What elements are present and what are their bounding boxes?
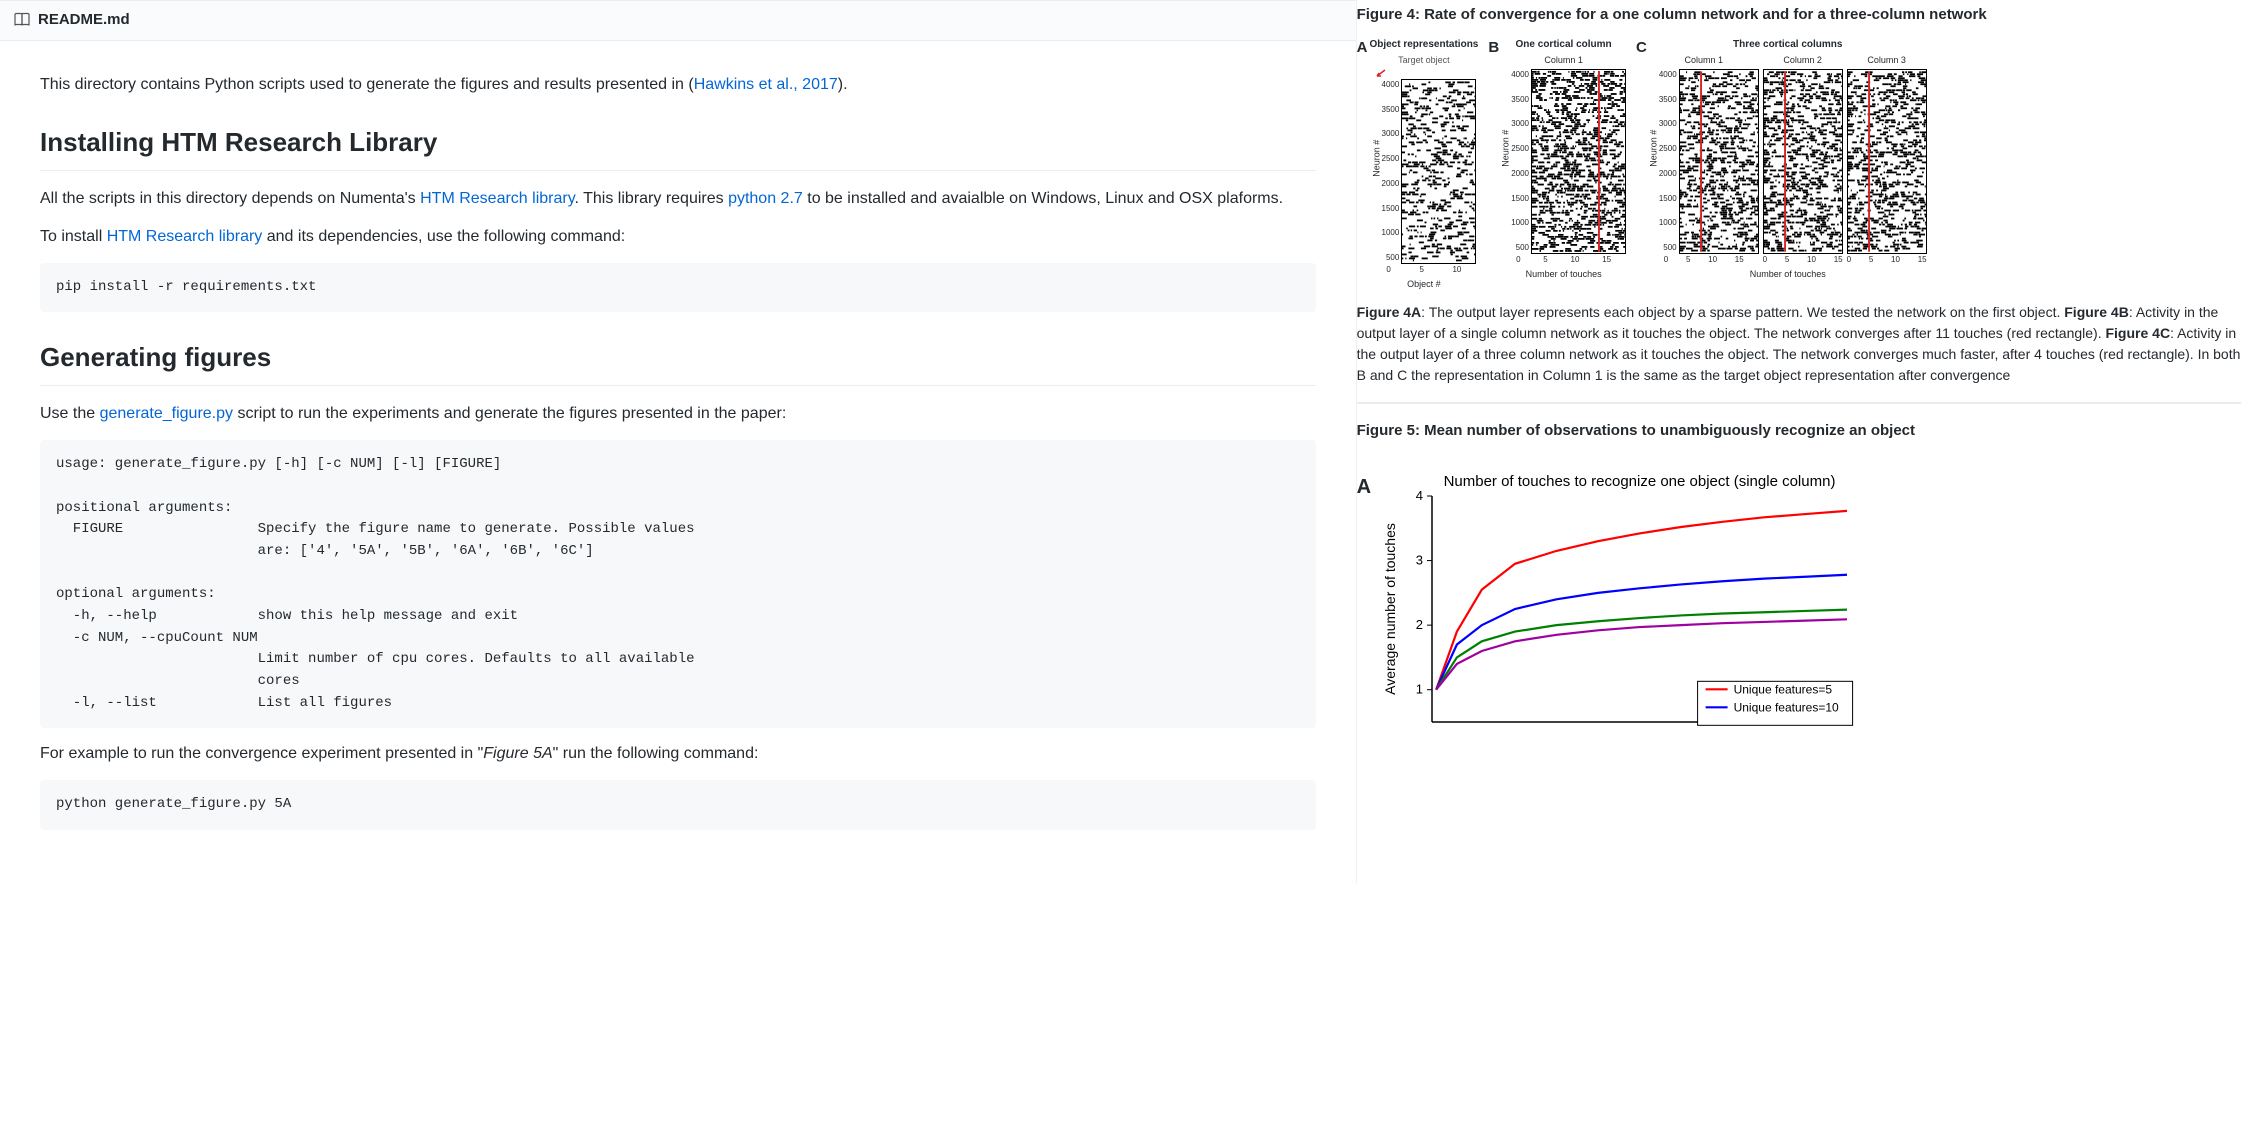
figure5-chart: Number of touches to recognize one objec… [1377, 472, 1857, 732]
svg-text:Average number of touches: Average number of touches [1382, 523, 1398, 695]
svg-text:4: 4 [1416, 488, 1423, 503]
caption-text: : The output layer represents each objec… [1421, 304, 2064, 320]
caption-bold: Figure 4B [2064, 304, 2129, 320]
svg-text:3: 3 [1416, 553, 1423, 568]
text: . This library requires [575, 190, 729, 207]
divider [1357, 402, 2241, 404]
book-icon [14, 12, 30, 28]
install-paragraph-2: To install HTM Research library and its … [40, 225, 1316, 249]
svg-text:Number of touches to recognize: Number of touches to recognize one objec… [1444, 473, 1836, 490]
svg-text:1: 1 [1416, 682, 1423, 697]
text: For example to run the convergence exper… [40, 745, 483, 762]
figure4-panelC-label: C [1636, 37, 1647, 60]
htm-library-link[interactable]: HTM Research library [420, 190, 574, 207]
intro-suffix: ). [838, 76, 848, 93]
readme-content: This directory contains Python scripts u… [0, 41, 1356, 885]
readme-filename: README.md [38, 9, 130, 32]
install-command-block: pip install -r requirements.txt [40, 263, 1316, 313]
svg-text:2: 2 [1416, 617, 1423, 632]
figure4-panelA-label: A [1357, 37, 1368, 60]
svg-text:Unique features=5: Unique features=5 [1734, 682, 1833, 696]
generate-paragraph: Use the generate_figure.py script to run… [40, 402, 1316, 426]
figure5-panel-label: A [1357, 472, 1371, 502]
figure4-panels: AObject representationsTarget objectNeur… [1357, 37, 2241, 292]
section-generate-heading: Generating figures [40, 338, 1316, 386]
caption-bold: Figure 4A [1357, 304, 1422, 320]
figure4-panelB-label: B [1488, 37, 1499, 60]
intro-paragraph: This directory contains Python scripts u… [40, 73, 1316, 97]
figure4-caption: Figure 4A: The output layer represents e… [1357, 302, 2241, 386]
text: " run the following command: [553, 745, 759, 762]
figure-ref: Figure 5A [483, 745, 552, 762]
example-command-block: python generate_figure.py 5A [40, 780, 1316, 830]
caption-bold: Figure 4C [2105, 325, 2170, 341]
install-paragraph-1: All the scripts in this directory depend… [40, 187, 1316, 211]
htm-library-link-2[interactable]: HTM Research library [107, 228, 263, 245]
figure5-title: Figure 5: Mean number of observations to… [1357, 420, 2241, 443]
python27-link[interactable]: python 2.7 [728, 190, 803, 207]
figures-panel: Figure 4: Rate of convergence for a one … [1357, 0, 2261, 884]
text: To install [40, 228, 107, 245]
figure4-title: Figure 4: Rate of convergence for a one … [1357, 4, 2241, 27]
figure5-chart-container: A Number of touches to recognize one obj… [1357, 472, 2241, 732]
intro-text: This directory contains Python scripts u… [40, 76, 694, 93]
text: and its dependencies, use the following … [262, 228, 625, 245]
text: script to run the experiments and genera… [233, 405, 786, 422]
usage-block: usage: generate_figure.py [-h] [-c NUM] … [40, 440, 1316, 728]
text: Use the [40, 405, 100, 422]
svg-text:Unique features=10: Unique features=10 [1734, 700, 1839, 714]
readme-panel: README.md This directory contains Python… [0, 0, 1357, 884]
text: All the scripts in this directory depend… [40, 190, 420, 207]
section-install-heading: Installing HTM Research Library [40, 123, 1316, 171]
citation-link[interactable]: Hawkins et al., 2017 [694, 76, 838, 93]
text: to be installed and avaialble on Windows… [803, 190, 1283, 207]
generate-figure-link[interactable]: generate_figure.py [100, 405, 233, 422]
example-paragraph: For example to run the convergence exper… [40, 742, 1316, 766]
readme-header: README.md [0, 0, 1356, 41]
